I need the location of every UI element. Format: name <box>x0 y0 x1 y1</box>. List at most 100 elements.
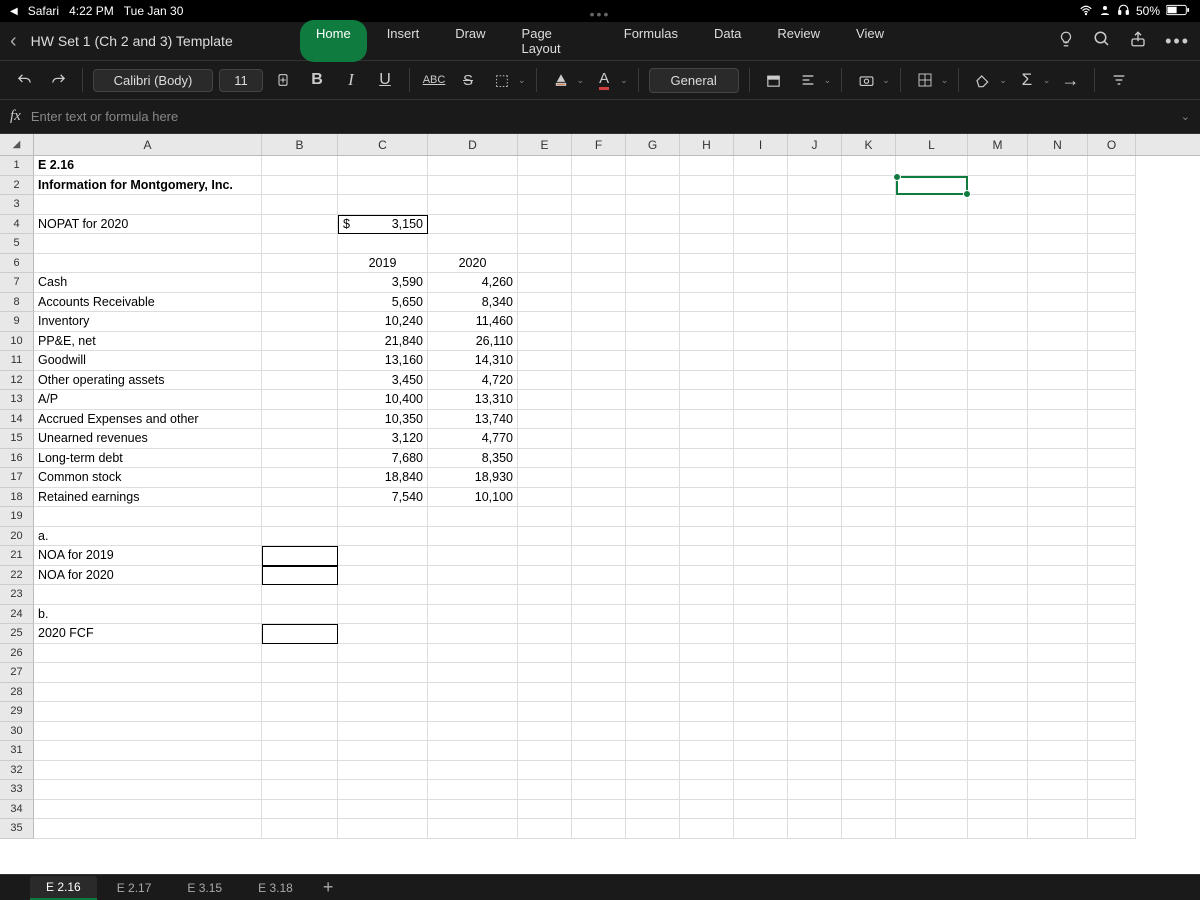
cell-D31[interactable] <box>428 741 518 761</box>
cell-B3[interactable] <box>262 195 338 215</box>
cell-E24[interactable] <box>518 605 572 625</box>
cell-G31[interactable] <box>626 741 680 761</box>
cell-J22[interactable] <box>788 566 842 586</box>
cell-G5[interactable] <box>626 234 680 254</box>
cell-C6[interactable]: 2019 <box>338 254 428 274</box>
cell-B26[interactable] <box>262 644 338 664</box>
cell-G30[interactable] <box>626 722 680 742</box>
cell-J30[interactable] <box>788 722 842 742</box>
row-header-7[interactable]: 7 <box>0 273 34 293</box>
cell-B24[interactable] <box>262 605 338 625</box>
insert-button[interactable] <box>760 66 788 94</box>
cell-D23[interactable] <box>428 585 518 605</box>
cell-O11[interactable] <box>1088 351 1136 371</box>
cell-K16[interactable] <box>842 449 896 469</box>
row-header-16[interactable]: 16 <box>0 449 34 469</box>
cell-C27[interactable] <box>338 663 428 683</box>
cell-A1[interactable]: E 2.16 <box>34 156 262 176</box>
cell-C24[interactable] <box>338 605 428 625</box>
cell-A22[interactable]: NOA for 2020 <box>34 566 262 586</box>
cell-H28[interactable] <box>680 683 734 703</box>
cell-D29[interactable] <box>428 702 518 722</box>
cell-L12[interactable] <box>896 371 968 391</box>
cell-N13[interactable] <box>1028 390 1088 410</box>
cell-G35[interactable] <box>626 819 680 839</box>
cell-H2[interactable] <box>680 176 734 196</box>
cell-M27[interactable] <box>968 663 1028 683</box>
row-header-32[interactable]: 32 <box>0 761 34 781</box>
cell-I6[interactable] <box>734 254 788 274</box>
cell-I29[interactable] <box>734 702 788 722</box>
cell-K11[interactable] <box>842 351 896 371</box>
cell-F2[interactable] <box>572 176 626 196</box>
cell-F33[interactable] <box>572 780 626 800</box>
font-size-selector[interactable]: 11 <box>219 69 263 92</box>
cell-C34[interactable] <box>338 800 428 820</box>
cell-M10[interactable] <box>968 332 1028 352</box>
cell-A15[interactable]: Unearned revenues <box>34 429 262 449</box>
row-header-15[interactable]: 15 <box>0 429 34 449</box>
cell-D19[interactable] <box>428 507 518 527</box>
cell-E35[interactable] <box>518 819 572 839</box>
cell-M14[interactable] <box>968 410 1028 430</box>
cell-C4[interactable]: $3,150 <box>338 215 428 235</box>
cell-I30[interactable] <box>734 722 788 742</box>
cell-M5[interactable] <box>968 234 1028 254</box>
cell-O26[interactable] <box>1088 644 1136 664</box>
cell-A5[interactable] <box>34 234 262 254</box>
cell-F13[interactable] <box>572 390 626 410</box>
cell-A21[interactable]: NOA for 2019 <box>34 546 262 566</box>
sheet-tab-e-3-15[interactable]: E 3.15 <box>171 877 238 899</box>
cell-D25[interactable] <box>428 624 518 644</box>
cell-F28[interactable] <box>572 683 626 703</box>
cell-L30[interactable] <box>896 722 968 742</box>
cell-J16[interactable] <box>788 449 842 469</box>
cell-G27[interactable] <box>626 663 680 683</box>
cell-C16[interactable]: 7,680 <box>338 449 428 469</box>
cell-C35[interactable] <box>338 819 428 839</box>
cell-N35[interactable] <box>1028 819 1088 839</box>
cell-E29[interactable] <box>518 702 572 722</box>
cell-O10[interactable] <box>1088 332 1136 352</box>
column-header-G[interactable]: G <box>626 134 680 155</box>
cell-O31[interactable] <box>1088 741 1136 761</box>
cell-J19[interactable] <box>788 507 842 527</box>
clear-button[interactable]: ⌄ <box>969 66 1007 94</box>
cell-D21[interactable] <box>428 546 518 566</box>
cell-L9[interactable] <box>896 312 968 332</box>
ribbon-tab-view[interactable]: View <box>840 20 900 62</box>
cell-A2[interactable]: Information for Montgomery, Inc. <box>34 176 262 196</box>
column-header-E[interactable]: E <box>518 134 572 155</box>
cell-A35[interactable] <box>34 819 262 839</box>
cell-I25[interactable] <box>734 624 788 644</box>
cell-E5[interactable] <box>518 234 572 254</box>
cell-D32[interactable] <box>428 761 518 781</box>
cell-M21[interactable] <box>968 546 1028 566</box>
cell-N22[interactable] <box>1028 566 1088 586</box>
cell-K24[interactable] <box>842 605 896 625</box>
cell-D9[interactable]: 11,460 <box>428 312 518 332</box>
cell-M26[interactable] <box>968 644 1028 664</box>
cell-G21[interactable] <box>626 546 680 566</box>
row-header-22[interactable]: 22 <box>0 566 34 586</box>
cell-L29[interactable] <box>896 702 968 722</box>
cell-M32[interactable] <box>968 761 1028 781</box>
cell-L23[interactable] <box>896 585 968 605</box>
row-header-19[interactable]: 19 <box>0 507 34 527</box>
cell-B23[interactable] <box>262 585 338 605</box>
cell-O12[interactable] <box>1088 371 1136 391</box>
cell-K31[interactable] <box>842 741 896 761</box>
cell-D10[interactable]: 26,110 <box>428 332 518 352</box>
cell-E18[interactable] <box>518 488 572 508</box>
cell-M22[interactable] <box>968 566 1028 586</box>
cell-N2[interactable] <box>1028 176 1088 196</box>
column-header-M[interactable]: M <box>968 134 1028 155</box>
cell-C8[interactable]: 5,650 <box>338 293 428 313</box>
cell-C28[interactable] <box>338 683 428 703</box>
column-header-D[interactable]: D <box>428 134 518 155</box>
cell-J27[interactable] <box>788 663 842 683</box>
cell-L31[interactable] <box>896 741 968 761</box>
cell-G28[interactable] <box>626 683 680 703</box>
cell-N19[interactable] <box>1028 507 1088 527</box>
cell-K21[interactable] <box>842 546 896 566</box>
